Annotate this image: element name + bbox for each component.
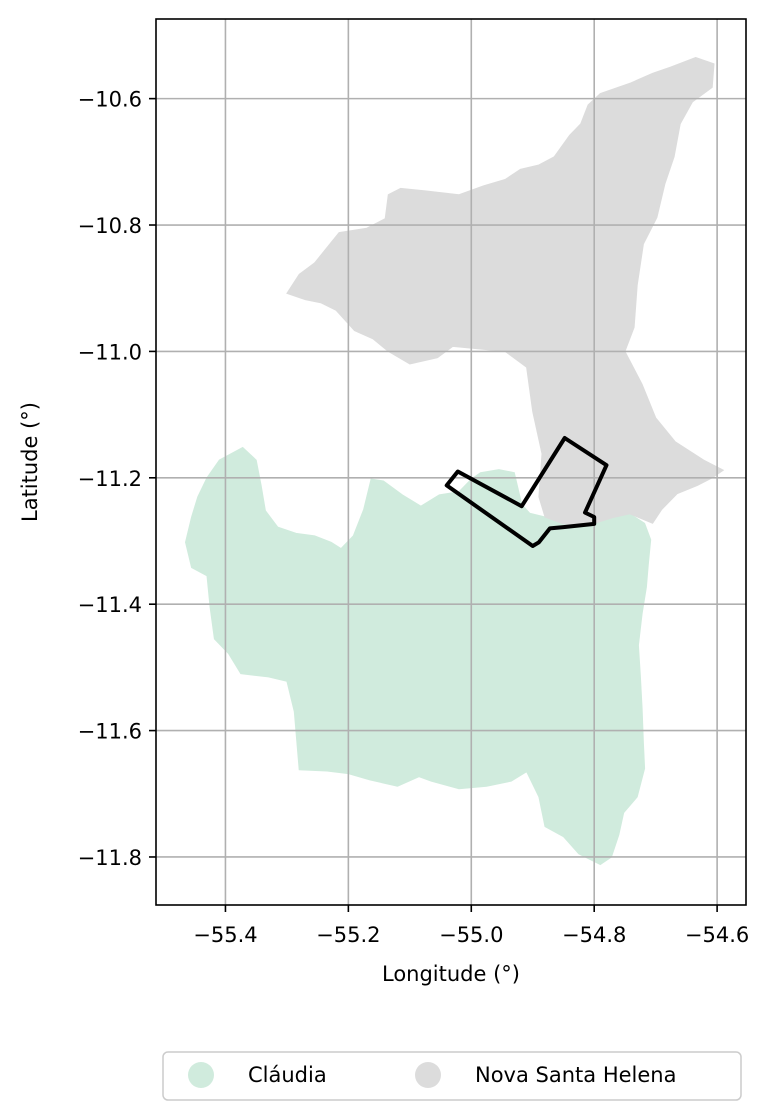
- x-tick-label: −55.2: [316, 923, 380, 947]
- x-axis: −55.4 −55.2 −55.0 −54.8 −54.6: [193, 905, 749, 947]
- boundary-layer: [444, 436, 609, 548]
- legend-marker-nova-santa-helena: [415, 1062, 441, 1088]
- region-layer: [184, 56, 725, 866]
- legend-marker-claudia: [188, 1062, 214, 1088]
- legend: Cláudia Nova Santa Helena: [162, 1051, 742, 1101]
- legend-frame: [162, 1051, 742, 1101]
- y-tick-label: −11.4: [78, 593, 142, 617]
- x-tick-label: −54.6: [685, 923, 749, 947]
- gridlines: [156, 19, 746, 905]
- legend-label-nova-santa-helena: Nova Santa Helena: [475, 1063, 676, 1087]
- boundary-outline: [444, 436, 609, 548]
- x-tick-label: −55.0: [439, 923, 503, 947]
- y-tick-label: −10.8: [78, 214, 142, 238]
- plot-area: [155, 18, 747, 906]
- region-claudia: [184, 446, 652, 866]
- y-tick-label: −10.6: [78, 88, 142, 112]
- y-axis: −10.6 −10.8 −11.0 −11.2 −11.4 −11.6 −11.8: [78, 88, 156, 870]
- y-axis-label: Latitude (°): [18, 402, 42, 522]
- x-axis-label: Longitude (°): [382, 962, 520, 986]
- x-tick-label: −55.4: [193, 923, 257, 947]
- legend-label-claudia: Cláudia: [248, 1063, 327, 1087]
- x-tick-label: −54.8: [562, 923, 626, 947]
- y-tick-label: −11.0: [78, 340, 142, 364]
- y-tick-label: −11.8: [78, 846, 142, 870]
- y-tick-label: −11.6: [78, 720, 142, 744]
- axes-frame: [155, 18, 747, 906]
- y-tick-label: −11.2: [78, 467, 142, 491]
- region-nova-santa-helena: [286, 56, 725, 526]
